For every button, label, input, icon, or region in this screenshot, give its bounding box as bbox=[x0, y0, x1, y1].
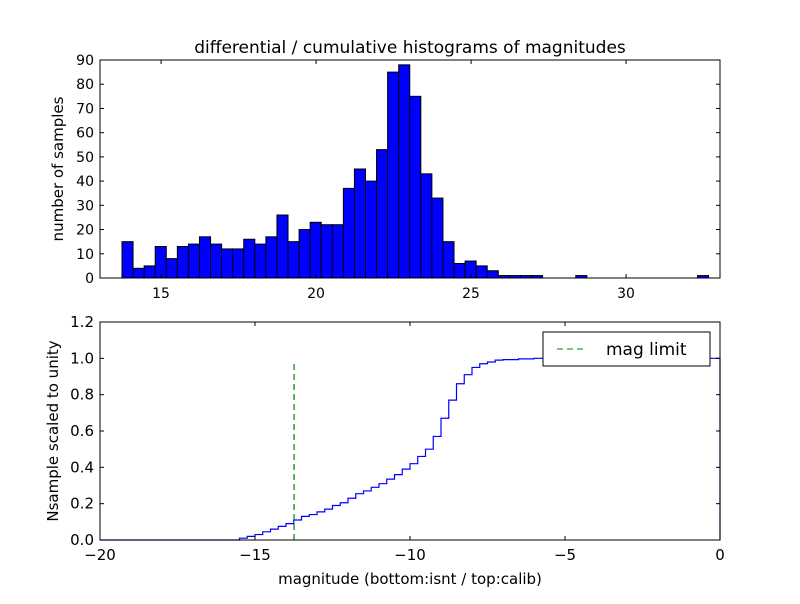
histogram-bar bbox=[243, 238, 256, 279]
histogram-bar bbox=[353, 168, 366, 279]
bottom-x-axis-label: magnitude (bottom:isnt / top:calib) bbox=[278, 570, 542, 588]
histogram-bar bbox=[154, 246, 167, 279]
y-tick-label: 90 bbox=[76, 53, 94, 69]
y-tick-label: 1.0 bbox=[70, 349, 94, 367]
x-tick-label: −15 bbox=[239, 546, 271, 564]
histogram-bar bbox=[320, 224, 333, 279]
histogram-bar bbox=[254, 243, 267, 279]
histogram-bar bbox=[287, 241, 300, 279]
y-tick-label: 0.2 bbox=[70, 495, 94, 513]
y-tick-label: 30 bbox=[76, 198, 94, 214]
legend-mag-limit-label: mag limit bbox=[606, 340, 687, 360]
histogram-bar bbox=[431, 197, 444, 279]
legend: mag limit bbox=[542, 331, 711, 367]
histogram-bar bbox=[309, 221, 322, 279]
histogram-bar bbox=[331, 224, 344, 279]
histogram-bar bbox=[121, 241, 134, 279]
y-tick-label: 10 bbox=[76, 247, 94, 263]
histogram-bar bbox=[187, 243, 200, 279]
histogram-bar bbox=[420, 173, 433, 279]
y-tick-label: 0.6 bbox=[70, 422, 94, 440]
histogram-bar bbox=[442, 241, 455, 279]
x-tick-label: 20 bbox=[307, 286, 325, 302]
histogram-bar bbox=[453, 262, 466, 279]
top-histogram-plot: 15 20 25 30 0 10 20 30 40 50 60 70 80 90 bbox=[76, 53, 721, 302]
histogram-bar bbox=[364, 180, 378, 279]
histogram-bar bbox=[132, 267, 145, 279]
histogram-bar bbox=[221, 248, 234, 279]
bottom-cumulative-plot: −20 −15 −10 −5 0 0.0 0.2 0.4 0.6 0.8 1.0 1.2 bbox=[70, 313, 725, 564]
histogram-bar bbox=[265, 236, 278, 279]
x-tick-label: −5 bbox=[554, 546, 576, 564]
histogram-bar bbox=[376, 149, 389, 279]
histogram-bar bbox=[232, 248, 245, 279]
histogram-bar bbox=[387, 71, 400, 279]
histogram-bar bbox=[409, 95, 422, 279]
histogram-bar bbox=[198, 236, 212, 279]
x-tick-label: −20 bbox=[84, 546, 116, 564]
y-tick-label: 20 bbox=[76, 223, 94, 239]
y-tick-label: 80 bbox=[76, 77, 94, 93]
y-tick-label: 1.2 bbox=[70, 313, 94, 331]
histogram-bar bbox=[210, 243, 223, 279]
histogram-bar bbox=[398, 64, 411, 279]
y-tick-label: 70 bbox=[76, 101, 94, 117]
top-y-axis-label: number of samples bbox=[49, 96, 67, 241]
histogram-bar bbox=[298, 229, 311, 279]
histogram-bar bbox=[276, 214, 289, 279]
y-tick-label: 0.4 bbox=[70, 458, 94, 476]
x-tick-label: 0 bbox=[715, 546, 725, 564]
y-tick-label: 0.8 bbox=[70, 386, 94, 404]
x-tick-label: 15 bbox=[152, 286, 170, 302]
y-tick-label: 40 bbox=[76, 174, 94, 190]
bottom-y-axis-label: Nsample scaled to unity bbox=[44, 340, 62, 521]
x-tick-label: 25 bbox=[462, 286, 480, 302]
x-tick-label: −10 bbox=[394, 546, 426, 564]
histogram-bar bbox=[475, 265, 488, 279]
y-tick-label: 50 bbox=[76, 150, 94, 166]
histogram-bar bbox=[486, 270, 499, 279]
histogram-bar bbox=[342, 187, 355, 279]
top-axes-frame bbox=[99, 59, 721, 279]
histogram-bar bbox=[143, 265, 156, 279]
x-tick-label: 30 bbox=[617, 286, 635, 302]
top-chart-title: differential / cumulative histograms of … bbox=[194, 38, 626, 58]
histogram-bar bbox=[165, 258, 178, 279]
cumulative-step-line bbox=[100, 357, 721, 541]
y-tick-label: 0 bbox=[85, 271, 94, 287]
y-tick-label: 0.0 bbox=[70, 531, 94, 549]
histogram-bar bbox=[176, 246, 189, 279]
y-tick-label: 60 bbox=[76, 126, 94, 142]
